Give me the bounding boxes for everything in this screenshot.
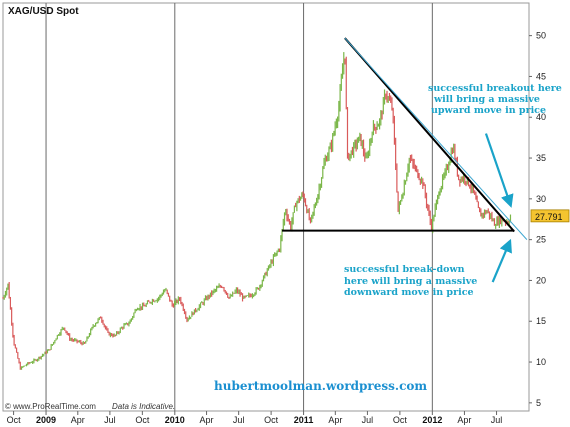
- trendlines: [282, 37, 528, 240]
- annotation-arrows: [484, 133, 514, 283]
- footer-note: Data is Indicative.: [112, 402, 175, 411]
- y-tick-label: 45: [536, 71, 546, 81]
- annotation-arrow: [484, 133, 514, 208]
- y-tick-label: 35: [536, 153, 546, 163]
- y-tick-label: 5: [536, 398, 541, 408]
- x-tick-label: Oct: [393, 415, 408, 425]
- x-tick-label: Jul: [491, 415, 503, 425]
- x-tick-label: Oct: [7, 415, 22, 425]
- last-price-tag-box: [530, 209, 570, 223]
- x-tick-label: Jul: [362, 415, 374, 425]
- x-tick-label: 2012: [422, 415, 442, 425]
- x-tick-label: Jul: [233, 415, 245, 425]
- x-tick-label: 2011: [294, 415, 314, 425]
- x-tick-label: Apr: [457, 415, 471, 425]
- watermark: hubertmoolman.wordpress.com: [214, 379, 427, 393]
- x-axis-ticks: Oct 2009 Apr Jul Oct 2010 Apr Jul Oct 2011 Apr Jul O…: [7, 411, 503, 425]
- x-tick-label: Apr: [71, 415, 85, 425]
- y-tick-label: 20: [536, 275, 546, 285]
- annotation-breakdown-line-3: downward move in price: [344, 287, 474, 298]
- footer-copyright: © www.ProRealTime.com: [5, 402, 96, 411]
- annotation-breakout-line-3: upward move in price: [431, 105, 546, 116]
- trendline: [344, 37, 528, 240]
- x-tick-label: 2009: [36, 415, 56, 425]
- y-tick-label: 25: [536, 235, 546, 245]
- y-tick-label: 10: [536, 357, 546, 367]
- y-tick-label: 40: [536, 112, 546, 122]
- annotation-breakout-line-2: will bring a massive: [433, 94, 540, 105]
- annotation-breakout-line-1: successful breakout here: [428, 83, 562, 94]
- trendline: [344, 37, 515, 233]
- x-tick-label: Oct: [135, 415, 150, 425]
- x-tick-label: Oct: [264, 415, 279, 425]
- last-price-tag: 27.791: [530, 209, 570, 223]
- plot-area: [2, 2, 530, 412]
- annotation-arrow: [491, 238, 512, 283]
- y-tick-label: 30: [536, 194, 546, 204]
- x-tick-label: Jul: [104, 415, 116, 425]
- y-tick-label: 15: [536, 316, 546, 326]
- y-axis-ticks: 5 10 15 20 25 30 35 40 45 50: [529, 31, 546, 408]
- grid-lines: [45, 3, 433, 411]
- y-tick-label: 50: [536, 31, 546, 41]
- x-tick-label: Apr: [328, 415, 342, 425]
- x-tick-label: Apr: [200, 415, 214, 425]
- chart-title: XAG/USD Spot: [8, 6, 79, 17]
- x-tick-label: 2010: [165, 415, 185, 425]
- annotation-breakdown-line-1: successful break-down: [344, 264, 465, 275]
- last-price-label: 27.791: [535, 212, 563, 222]
- annotation-breakdown-line-2: here will bring a massive: [344, 276, 477, 287]
